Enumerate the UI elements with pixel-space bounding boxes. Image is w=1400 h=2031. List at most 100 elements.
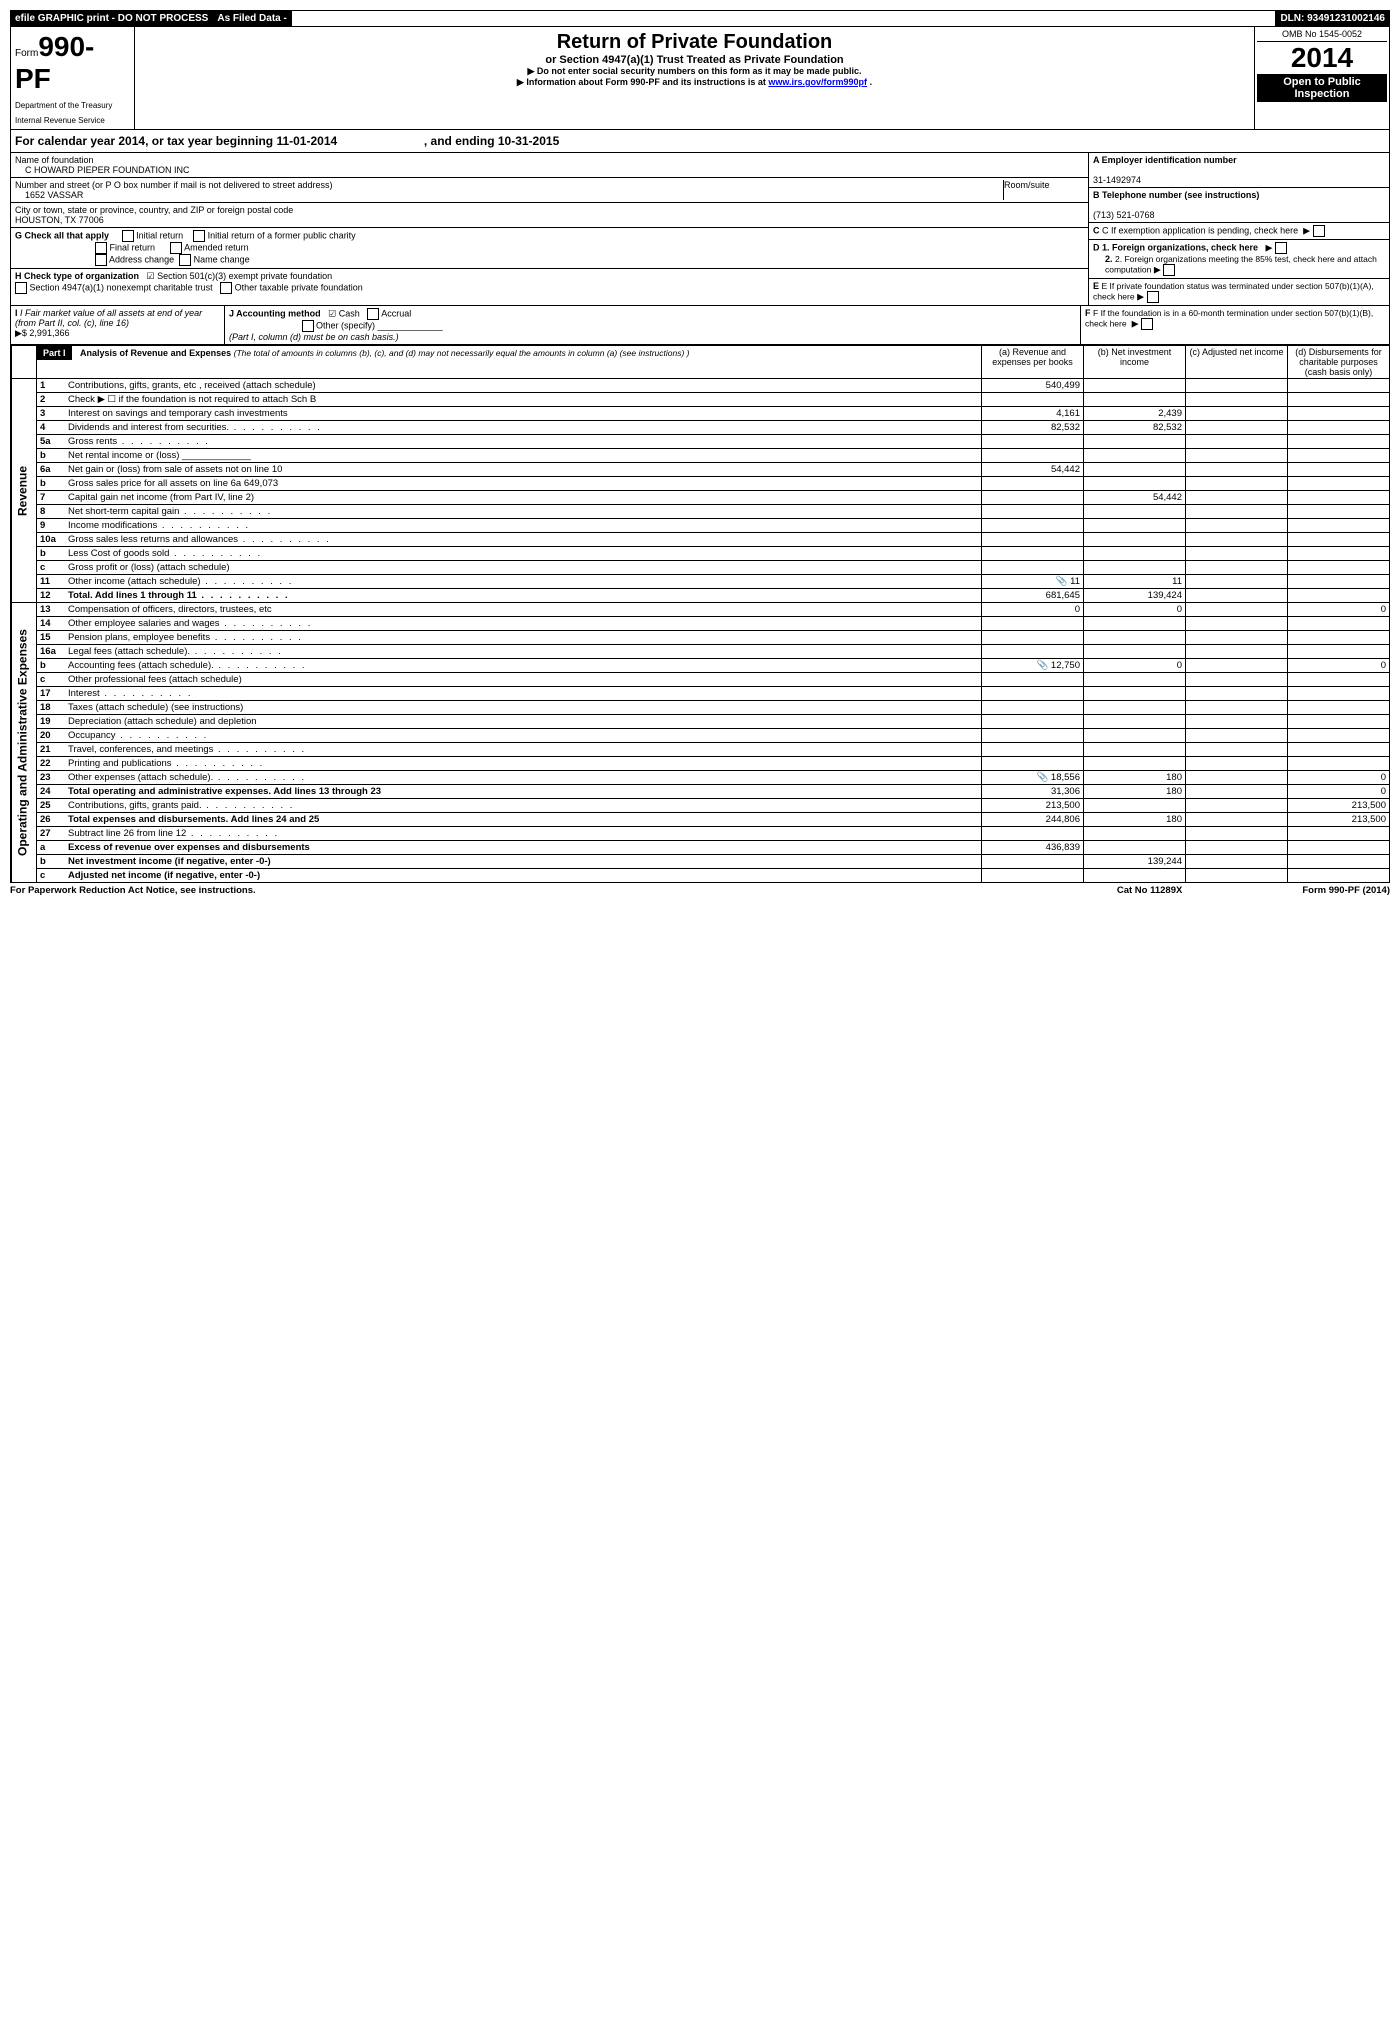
g-opt-4: Address change (109, 254, 174, 264)
j-cash: Cash (339, 308, 360, 318)
col-a: (a) Revenue and expenses per books (982, 346, 1084, 379)
part1-label: Part I (37, 346, 72, 360)
table-row: 25Contributions, gifts, grants paid.213,… (12, 799, 1390, 813)
addr-label: Number and street (or P O box number if … (15, 180, 1003, 190)
table-row: 3Interest on savings and temporary cash … (12, 407, 1390, 421)
f-label: F If the foundation is in a 60-month ter… (1085, 308, 1373, 328)
table-row: 6aNet gain or (loss) from sale of assets… (12, 463, 1390, 477)
table-row: 26Total expenses and disbursements. Add … (12, 813, 1390, 827)
tax-year: 2014 (1257, 42, 1387, 74)
top-bar: efile GRAPHIC print - DO NOT PROCESS As … (10, 10, 1390, 27)
b-cell: B Telephone number (see instructions) (7… (1089, 188, 1389, 223)
b-label: B Telephone number (see instructions) (1093, 190, 1259, 200)
checkbox[interactable] (1313, 225, 1325, 237)
footer-form-pre: Form (1302, 885, 1328, 896)
dept-1: Department of the Treasury (15, 101, 130, 110)
calendar-year: For calendar year 2014, or tax year begi… (10, 130, 1390, 153)
table-row: 14Other employee salaries and wages (12, 617, 1390, 631)
checkbox[interactable] (1275, 242, 1287, 254)
table-row: 23Other expenses (attach schedule).📎 18,… (12, 771, 1390, 785)
ij-row: I I Fair market value of all assets at e… (10, 306, 1390, 345)
checkbox[interactable] (1163, 264, 1175, 276)
cal-end: , and ending 10-31-2015 (424, 134, 559, 148)
table-row: 2Check ▶ ☐ if the foundation is not requ… (12, 393, 1390, 407)
table-row: 17Interest (12, 687, 1390, 701)
section-label-header (12, 346, 37, 379)
checkbox[interactable] (170, 242, 182, 254)
asfiled-label: As Filed Data - (213, 11, 291, 26)
j-accrual: Accrual (381, 308, 411, 318)
title-col: Return of Private Foundation or Section … (135, 27, 1254, 129)
col-c: (c) Adjusted net income (1186, 346, 1288, 379)
form-subtitle: or Section 4947(a)(1) Trust Treated as P… (139, 54, 1250, 66)
table-row: 18Taxes (attach schedule) (see instructi… (12, 701, 1390, 715)
checkbox[interactable] (95, 254, 107, 266)
checkbox[interactable] (1147, 291, 1159, 303)
spacer (292, 11, 1277, 26)
addr-row: Number and street (or P O box number if … (11, 178, 1088, 203)
table-row: 27Subtract line 26 from line 12 (12, 827, 1390, 841)
table-row: 15Pension plans, employee benefits (12, 631, 1390, 645)
checkbox[interactable] (220, 282, 232, 294)
dln-value: 93491231002146 (1307, 13, 1385, 24)
table-row: 22Printing and publications (12, 757, 1390, 771)
checkbox[interactable] (367, 308, 379, 320)
dept-2: Internal Revenue Service (15, 116, 130, 125)
j-other: Other (specify) (316, 320, 375, 330)
j-note: (Part I, column (d) must be on cash basi… (229, 332, 399, 342)
form-num-big: 990-PF (15, 31, 94, 94)
form-col: Form990-PF Department of the Treasury In… (11, 27, 135, 129)
efile-label: efile GRAPHIC print - DO NOT PROCESS (11, 11, 213, 26)
checkbox[interactable] (1141, 318, 1153, 330)
g-label: G Check all that apply (15, 230, 109, 240)
dln: DLN: 93491231002146 (1276, 11, 1389, 26)
table-header-row: Part I Analysis of Revenue and Expenses … (12, 346, 1390, 379)
table-row: 9Income modifications (12, 519, 1390, 533)
footer-yr: (2014) (1360, 885, 1390, 896)
table-row: 7Capital gain net income (from Part IV, … (12, 491, 1390, 505)
part1-note: (The total of amounts in columns (b), (c… (234, 348, 690, 358)
table-row: 12Total. Add lines 1 through 11681,64513… (12, 589, 1390, 603)
footer-mid: Cat No 11289X (1117, 885, 1182, 896)
footer-form: 990-PF (1329, 885, 1360, 896)
h-opt-2: Other taxable private foundation (235, 282, 363, 292)
checkbox[interactable] (122, 230, 134, 242)
table-row: 16aLegal fees (attach schedule). (12, 645, 1390, 659)
city-value: HOUSTON, TX 77006 (15, 215, 1084, 225)
checkbox[interactable] (302, 320, 314, 332)
g-opt-0: Initial return (136, 230, 183, 240)
d2-label: 2. Foreign organizations meeting the 85%… (1105, 254, 1377, 274)
cal-begin: For calendar year 2014, or tax year begi… (15, 134, 337, 148)
name-label: Name of foundation (15, 155, 1084, 165)
info-right: A Employer identification number 31-1492… (1088, 153, 1389, 305)
table-row: 8Net short-term capital gain (12, 505, 1390, 519)
form-number: Form990-PF (15, 31, 130, 95)
col-d: (d) Disbursements for charitable purpose… (1288, 346, 1390, 379)
checkbox[interactable] (179, 254, 191, 266)
foundation-name: C HOWARD PIEPER FOUNDATION INC (15, 165, 1084, 175)
h-opt-0: Section 501(c)(3) exempt private foundat… (157, 271, 332, 281)
table-row: 21Travel, conferences, and meetings (12, 743, 1390, 757)
header: Form990-PF Department of the Treasury In… (10, 27, 1390, 130)
revenue-section-label: Revenue (12, 379, 37, 603)
table-row: 11Other income (attach schedule)📎 1111 (12, 575, 1390, 589)
open-inspection: Open to Public Inspection (1257, 74, 1387, 102)
info-grid: Name of foundation C HOWARD PIEPER FOUND… (10, 153, 1390, 306)
checkbox[interactable] (193, 230, 205, 242)
note-2-pre: ▶ Information about Form 990-PF and its … (517, 77, 768, 87)
j-label: J Accounting method (229, 308, 321, 318)
table-row: bNet investment income (if negative, ent… (12, 855, 1390, 869)
h-label: H Check type of organization (15, 271, 139, 281)
checkbox[interactable] (15, 282, 27, 294)
table-row: Revenue1Contributions, gifts, grants, et… (12, 379, 1390, 393)
room-label: Room/suite (1004, 180, 1084, 200)
irs-link[interactable]: www.irs.gov/form990pf (768, 77, 867, 87)
table-row: Operating and Administrative Expenses13C… (12, 603, 1390, 617)
g-opt-5: Name change (194, 254, 250, 264)
note-2: ▶ Information about Form 990-PF and its … (139, 77, 1250, 88)
d1-label: D 1. Foreign organizations, check here (1093, 242, 1258, 252)
footer-right: Form 990-PF (2014) (1302, 885, 1390, 896)
i-value: ▶$ 2,991,366 (15, 328, 69, 338)
note-1: ▶ Do not enter social security numbers o… (139, 66, 1250, 77)
checkbox[interactable] (95, 242, 107, 254)
